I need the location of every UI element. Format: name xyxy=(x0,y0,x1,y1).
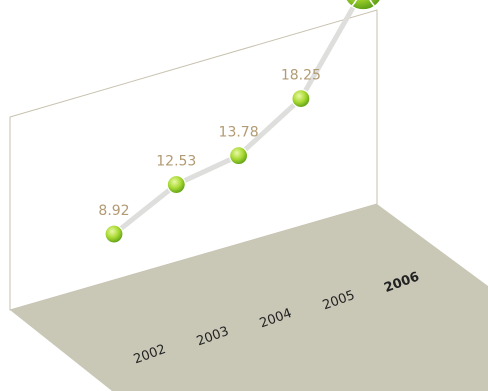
ball-seam-left xyxy=(351,0,358,7)
data-point-2006 xyxy=(345,0,382,11)
chart-floor xyxy=(10,204,488,391)
data-point-2003 xyxy=(166,174,186,195)
data-point-2002 xyxy=(104,224,124,244)
data-label-2004: 13.78 xyxy=(219,125,259,141)
data-label-2002: 8.92 xyxy=(98,203,129,219)
data-label-2003: 12.53 xyxy=(156,154,196,170)
data-label-2005: 18.25 xyxy=(281,68,321,84)
data-point-2004 xyxy=(229,146,249,166)
data-markers xyxy=(104,0,382,244)
ball-seam-right xyxy=(369,0,375,7)
data-point-2005 xyxy=(291,89,311,109)
